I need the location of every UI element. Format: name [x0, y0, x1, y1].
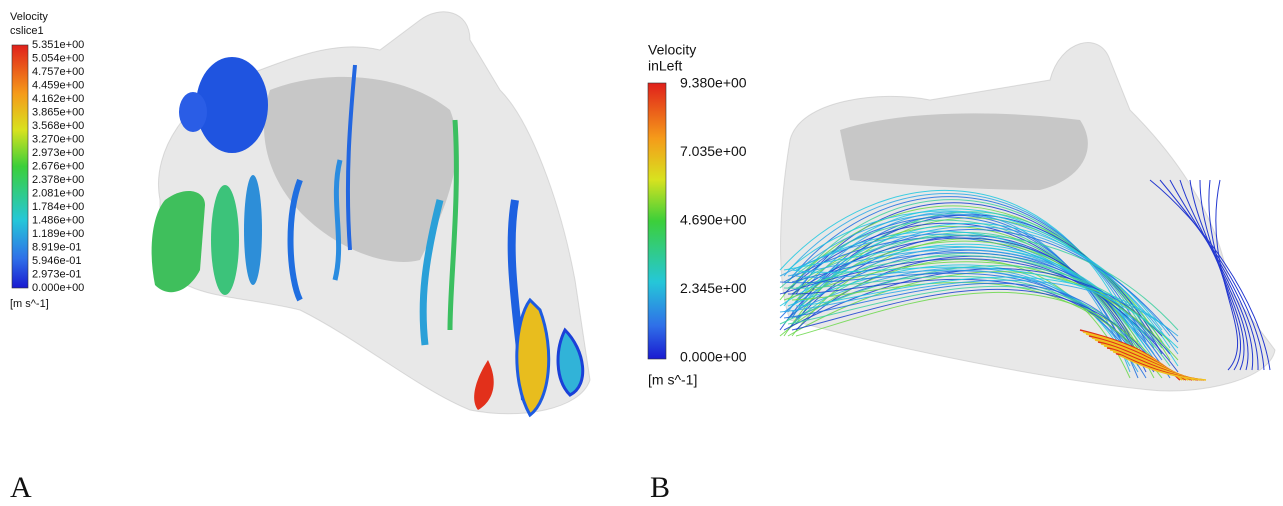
legend-tick-label: 0.000e+00: [680, 349, 747, 365]
legend-tick-label: 2.973e+00: [32, 147, 84, 159]
legend-tick-label: 5.946e-01: [32, 255, 82, 267]
legend-unit: [m s^-1]: [648, 372, 697, 388]
legend-tick-label: 4.459e+00: [32, 79, 84, 91]
legend-tick-label: 5.054e+00: [32, 52, 84, 64]
legend-tick-label: 1.189e+00: [32, 228, 84, 240]
legend-subtitle: inLeft: [648, 58, 682, 74]
legend-tick-label: 3.270e+00: [32, 133, 84, 145]
legend-tick-label: 8.919e-01: [32, 241, 82, 253]
legend-tick-label: 7.035e+00: [680, 143, 747, 159]
figure: Velocity cslice1 [m s^-1] 5.351e+005.054…: [0, 0, 1283, 506]
legend-tick-label: 0.000e+00: [32, 282, 84, 294]
legend-title: Velocity: [648, 42, 696, 58]
legend-title: Velocity: [10, 11, 48, 23]
colorbar: [648, 83, 666, 359]
legend-tick-label: 1.486e+00: [32, 214, 84, 226]
geometry: [152, 12, 590, 415]
panel-label: A: [10, 471, 32, 504]
legend-tick-label: 3.865e+00: [32, 106, 84, 118]
legend-tick-label: 5.351e+00: [32, 39, 84, 51]
legend-tick-label: 2.973e-01: [32, 268, 82, 280]
legend-tick-label: 4.690e+00: [680, 212, 747, 228]
colorbar: [12, 45, 28, 288]
legend-tick-label: 2.345e+00: [680, 280, 747, 296]
legend-subtitle: cslice1: [10, 25, 44, 37]
legend-tick-label: 2.378e+00: [32, 174, 84, 186]
legend-tick-label: 1.784e+00: [32, 201, 84, 213]
legend-unit: [m s^-1]: [10, 298, 49, 310]
panel-a: Velocity cslice1 [m s^-1] 5.351e+005.054…: [10, 11, 590, 415]
panel-label: B: [650, 471, 670, 504]
legend-tick-label: 3.568e+00: [32, 120, 84, 132]
legend-tick-label: 4.162e+00: [32, 93, 84, 105]
legend-tick-label: 2.676e+00: [32, 160, 84, 172]
legend-tick-label: 4.757e+00: [32, 66, 84, 78]
legend-tick-label: 2.081e+00: [32, 187, 84, 199]
legend-tick-label: 9.380e+00: [680, 75, 747, 91]
panel-b: Velocity inLeft [m s^-1] 9.380e+00 7.035e…: [648, 42, 1275, 391]
